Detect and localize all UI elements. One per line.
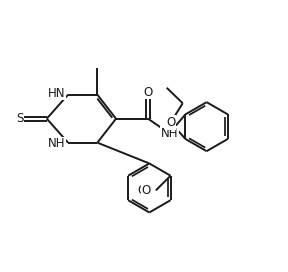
Text: HN: HN <box>48 87 65 100</box>
Text: NH: NH <box>48 137 65 150</box>
Text: S: S <box>16 112 24 125</box>
Text: O: O <box>166 116 175 129</box>
Text: O: O <box>137 184 147 197</box>
Text: O: O <box>141 184 151 197</box>
Text: O: O <box>143 85 153 98</box>
Text: NH: NH <box>161 127 178 140</box>
